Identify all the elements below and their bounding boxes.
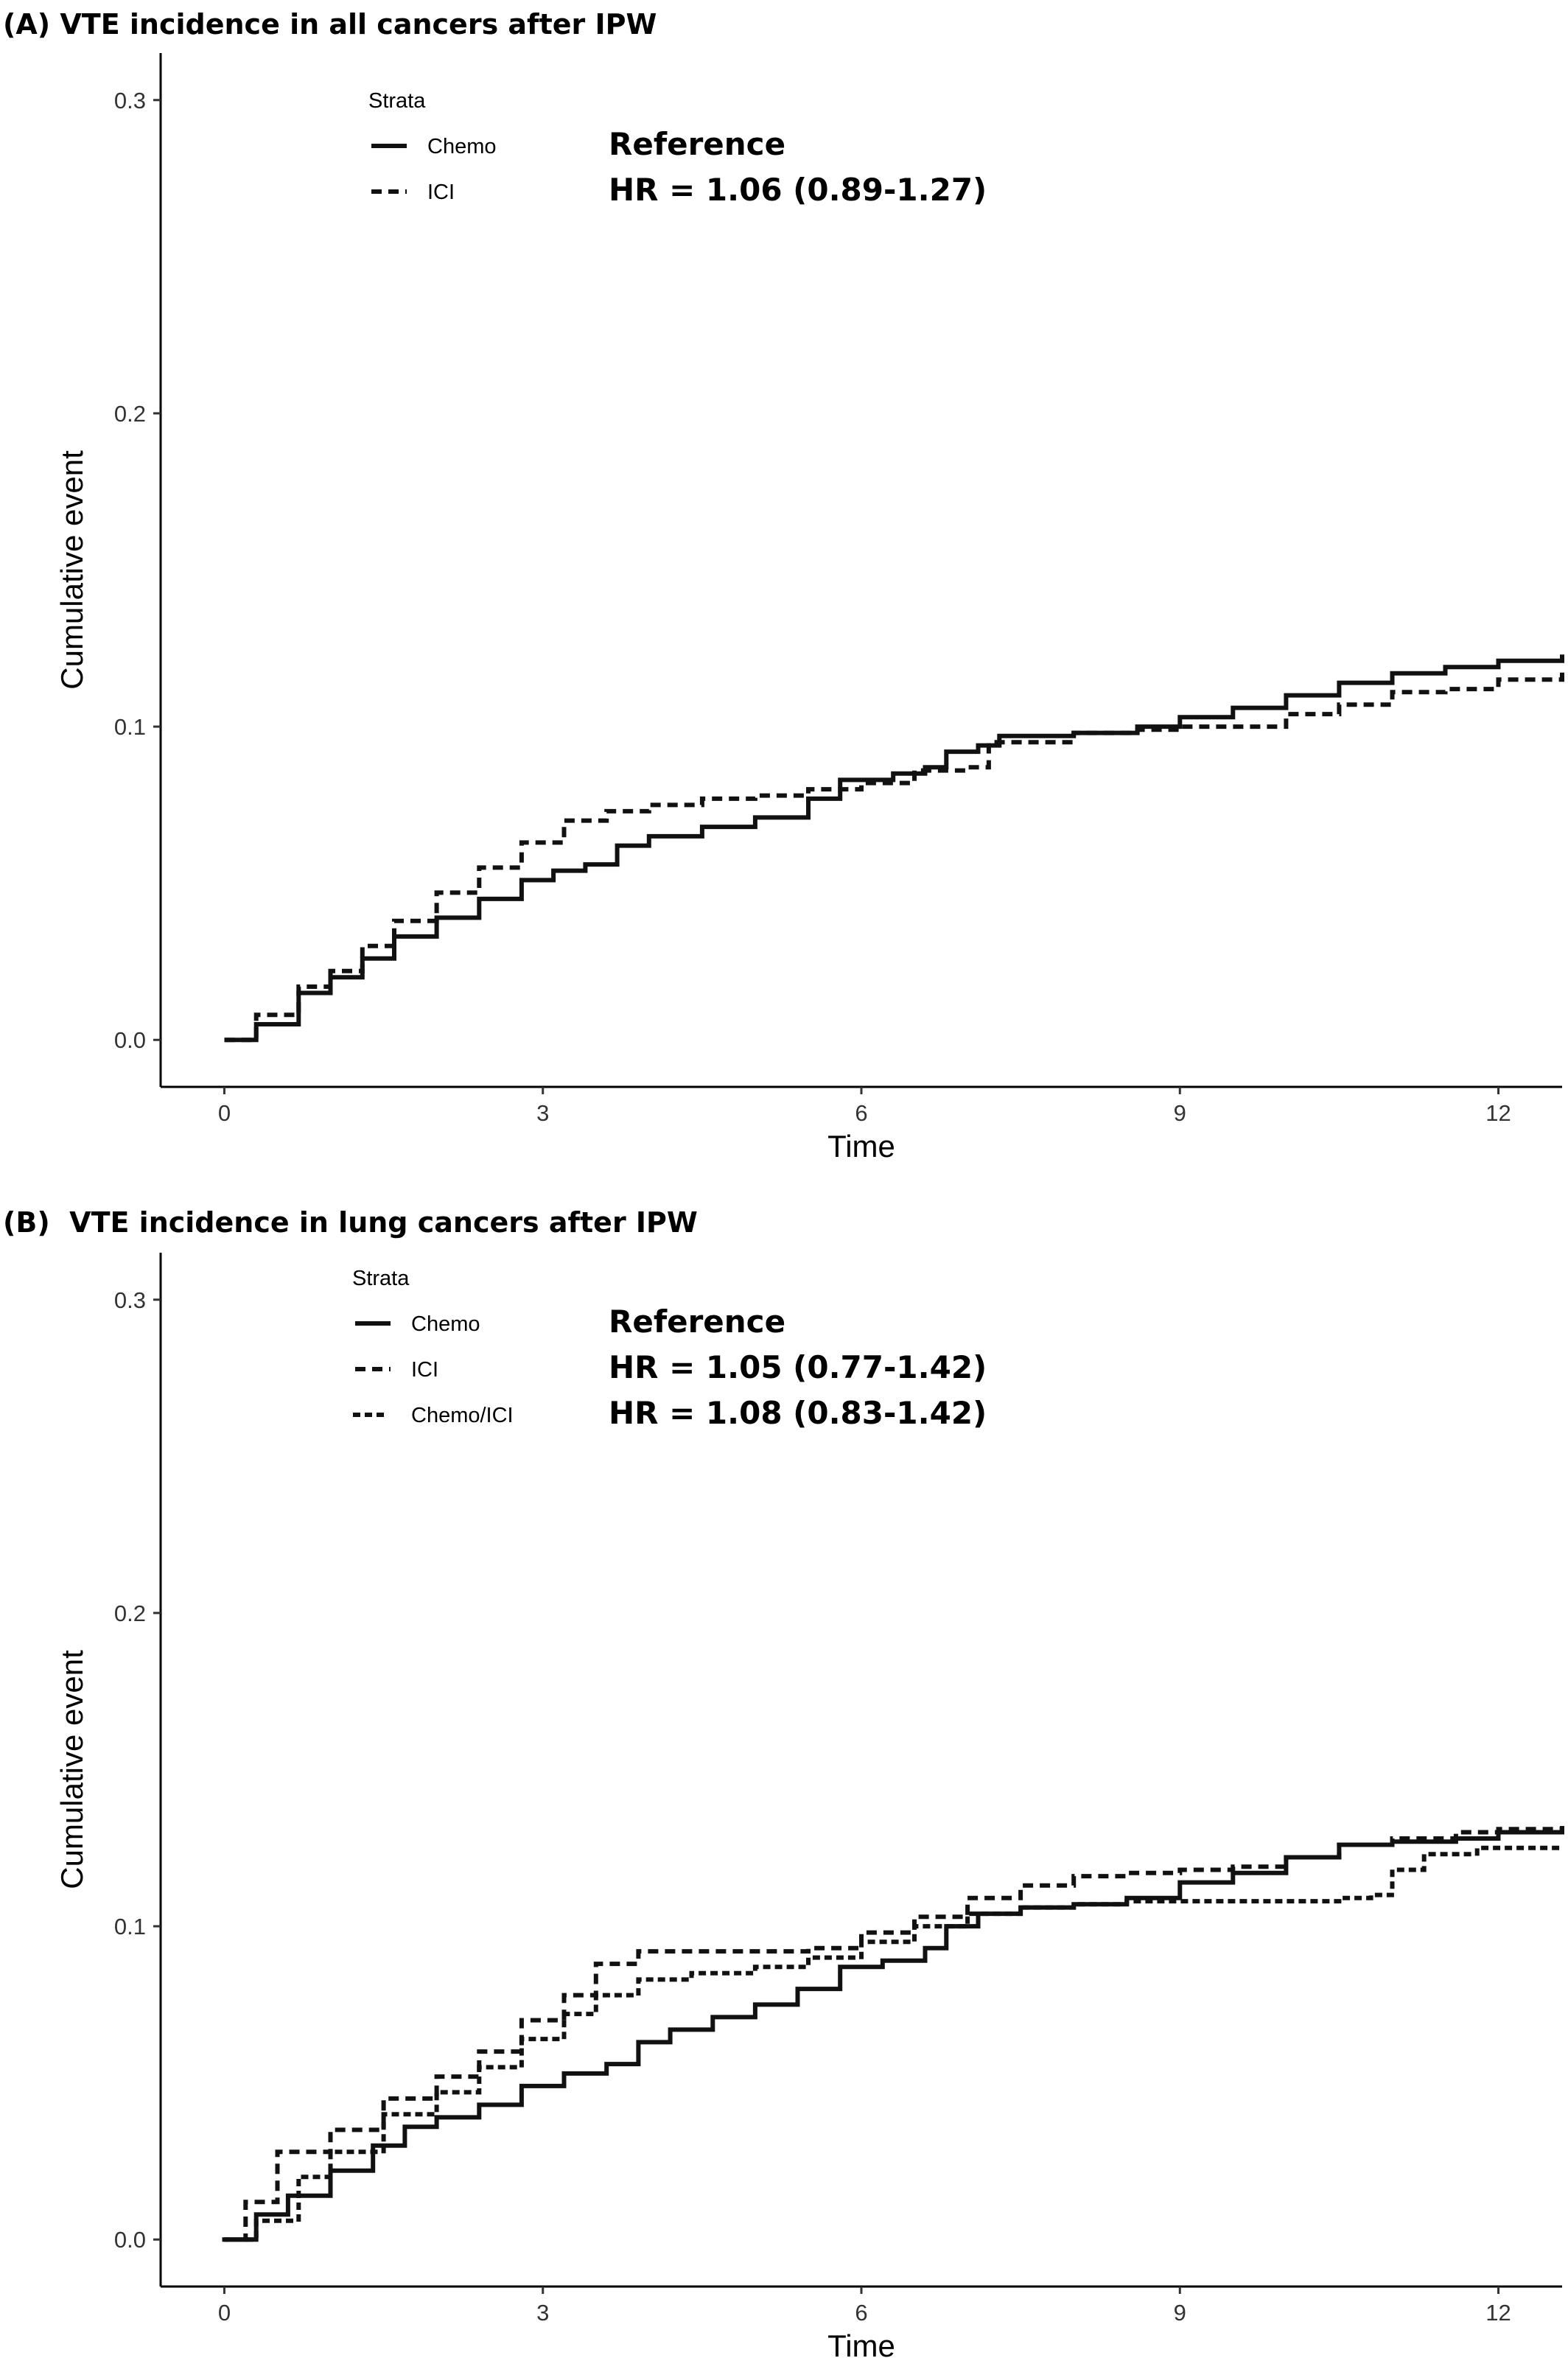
y-tick-label: 0.0 [114,2227,146,2253]
panel-b-title: (B) VTE incidence in lung cancers after … [3,1206,698,1239]
y-tick-label: 0.3 [114,88,146,113]
legend-label: Chemo/ICI [411,1404,514,1427]
x-tick-label: 0 [218,2300,231,2326]
legend-label: ICI [411,1358,438,1382]
x-tick-label: 12 [1485,1100,1511,1126]
x-tick-label: 6 [855,2300,867,2326]
y-tick-label: 0.3 [114,1287,146,1313]
hazard-ratio-annotation: HR = 1.05 (0.77-1.42) [609,1349,987,1385]
x-tick-label: 9 [1174,2300,1186,2326]
series-line-ici [224,670,1564,1043]
hazard-ratio-annotation: HR = 1.08 (0.83-1.42) [609,1395,987,1431]
legend-label: Chemo [427,135,497,158]
legend-label: ICI [427,181,455,204]
x-tick-label: 3 [536,1100,549,1126]
panel-a-plot: 0.0 0.1 0.2 0.3 0 3 6 9 12 Time Cumulative event St… [55,53,1564,1164]
hazard-ratio-annotation: Reference [609,1304,785,1340]
x-axis-title: Time [827,1129,895,1164]
panel-b-plot: 0.0 0.1 0.2 0.3 0 3 6 9 12 Time Cumulative event St… [55,1253,1564,2363]
series-line-chemo [224,654,1564,1043]
y-tick-label: 0.2 [114,401,146,427]
hazard-ratio-annotation: Reference [609,126,785,162]
y-tick-label: 0.2 [114,1600,146,1626]
series-line-ici [224,1826,1564,2242]
series-line-chemo-ici [222,1842,1564,2242]
panel-a-title: (A) VTE incidence in all cancers after I… [3,8,657,41]
x-tick-label: 6 [855,1100,867,1126]
y-tick-label: 0.1 [114,1914,146,1939]
legend-title: Strata [368,89,426,113]
x-tick-label: 9 [1174,1100,1186,1126]
series-line-chemo [224,1829,1564,2242]
legend-label: Chemo [411,1312,480,1336]
x-tick-label: 3 [536,2300,549,2326]
x-axis-title: Time [827,2329,895,2363]
y-axis-title: Cumulative event [55,1650,89,1889]
hazard-ratio-annotation: HR = 1.06 (0.89-1.27) [609,172,987,208]
x-tick-label: 12 [1485,2300,1511,2326]
y-axis-title: Cumulative event [55,450,89,690]
y-tick-label: 0.1 [114,714,146,740]
y-tick-label: 0.0 [114,1027,146,1053]
legend-title: Strata [352,1267,410,1290]
x-tick-label: 0 [218,1100,231,1126]
